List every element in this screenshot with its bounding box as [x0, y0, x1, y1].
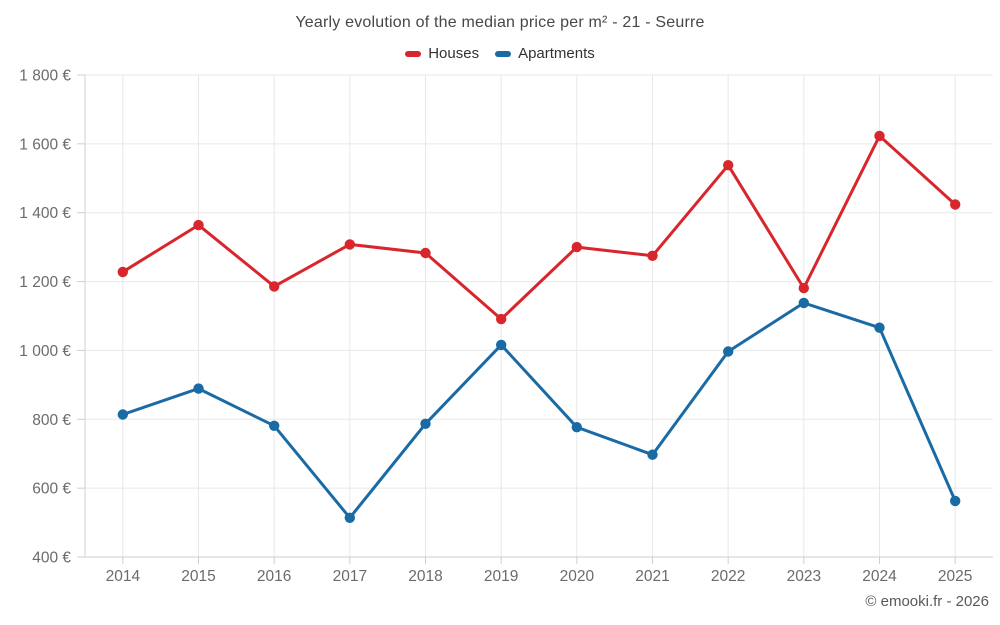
- apartments-point-2024[interactable]: [874, 322, 885, 333]
- y-axis-label: 1 800 €: [19, 68, 71, 85]
- legend-item-apartments[interactable]: Apartments: [495, 45, 595, 62]
- apartments-line: [121, 301, 957, 520]
- y-axis-label: 800 €: [32, 412, 71, 429]
- apartments-legend-swatch-icon: [495, 50, 512, 57]
- houses-point-2025[interactable]: [950, 199, 961, 210]
- apartments-point-2022[interactable]: [723, 346, 734, 357]
- x-axis-label: 2019: [484, 568, 518, 585]
- x-axis-label: 2014: [106, 568, 141, 585]
- houses-point-2024[interactable]: [874, 130, 885, 142]
- houses-point-2017[interactable]: [344, 239, 355, 250]
- houses-point-2019[interactable]: [496, 313, 507, 325]
- x-axis-label: 2015: [181, 568, 215, 585]
- x-axis-label: 2025: [938, 568, 972, 585]
- apartments-point-2019[interactable]: [496, 339, 507, 351]
- apartments-legend-label: Apartments: [518, 45, 595, 62]
- apartments-point-2021[interactable]: [647, 449, 658, 460]
- x-axis-label: 2024: [862, 568, 897, 585]
- apartments-point-2014[interactable]: [117, 409, 128, 420]
- chart-title: Yearly evolution of the median price per…: [295, 14, 705, 31]
- chart-footer-credit: © emooki.fr - 2026: [865, 593, 989, 610]
- legend: Houses Apartments: [0, 45, 1000, 62]
- houses-legend-label: Houses: [428, 45, 480, 62]
- houses-point-2023[interactable]: [798, 282, 809, 294]
- apartments-point-2017[interactable]: [344, 512, 355, 523]
- houses-point-2018[interactable]: [420, 247, 431, 259]
- houses-line: [121, 134, 957, 321]
- houses-point-2016[interactable]: [269, 281, 280, 292]
- legend-item-houses[interactable]: Houses: [405, 45, 479, 62]
- houses-point-2022[interactable]: [723, 160, 734, 171]
- y-axis-label: 1 000 €: [19, 343, 71, 360]
- x-axis-label: 2023: [787, 568, 821, 585]
- y-axis-label: 600 €: [32, 481, 71, 498]
- x-axis-label: 2018: [408, 568, 442, 585]
- y-axis-label: 1 200 €: [19, 274, 71, 291]
- y-axis-label: 400 €: [32, 550, 71, 567]
- apartments-point-2020[interactable]: [571, 422, 582, 433]
- houses-point-2014[interactable]: [117, 266, 128, 278]
- apartments-point-2015[interactable]: [193, 383, 204, 394]
- x-axis-label: 2020: [560, 568, 595, 585]
- houses-point-2015[interactable]: [193, 219, 204, 231]
- apartments-point-2016[interactable]: [269, 420, 280, 431]
- apartments-point-2023[interactable]: [798, 297, 809, 309]
- x-axis-label: 2022: [711, 568, 745, 585]
- apartments-point-2018[interactable]: [420, 418, 431, 429]
- x-axis-label: 2021: [635, 568, 669, 585]
- houses-point-2021[interactable]: [647, 250, 658, 261]
- apartments-point-2025[interactable]: [950, 495, 961, 507]
- houses-point-2020[interactable]: [571, 241, 582, 253]
- x-axis-label: 2016: [257, 568, 291, 585]
- y-axis-label: 1 400 €: [19, 205, 71, 222]
- x-axis-label: 2017: [333, 568, 367, 585]
- y-axis-label: 1 600 €: [19, 136, 71, 153]
- houses-legend-swatch-icon: [405, 50, 422, 57]
